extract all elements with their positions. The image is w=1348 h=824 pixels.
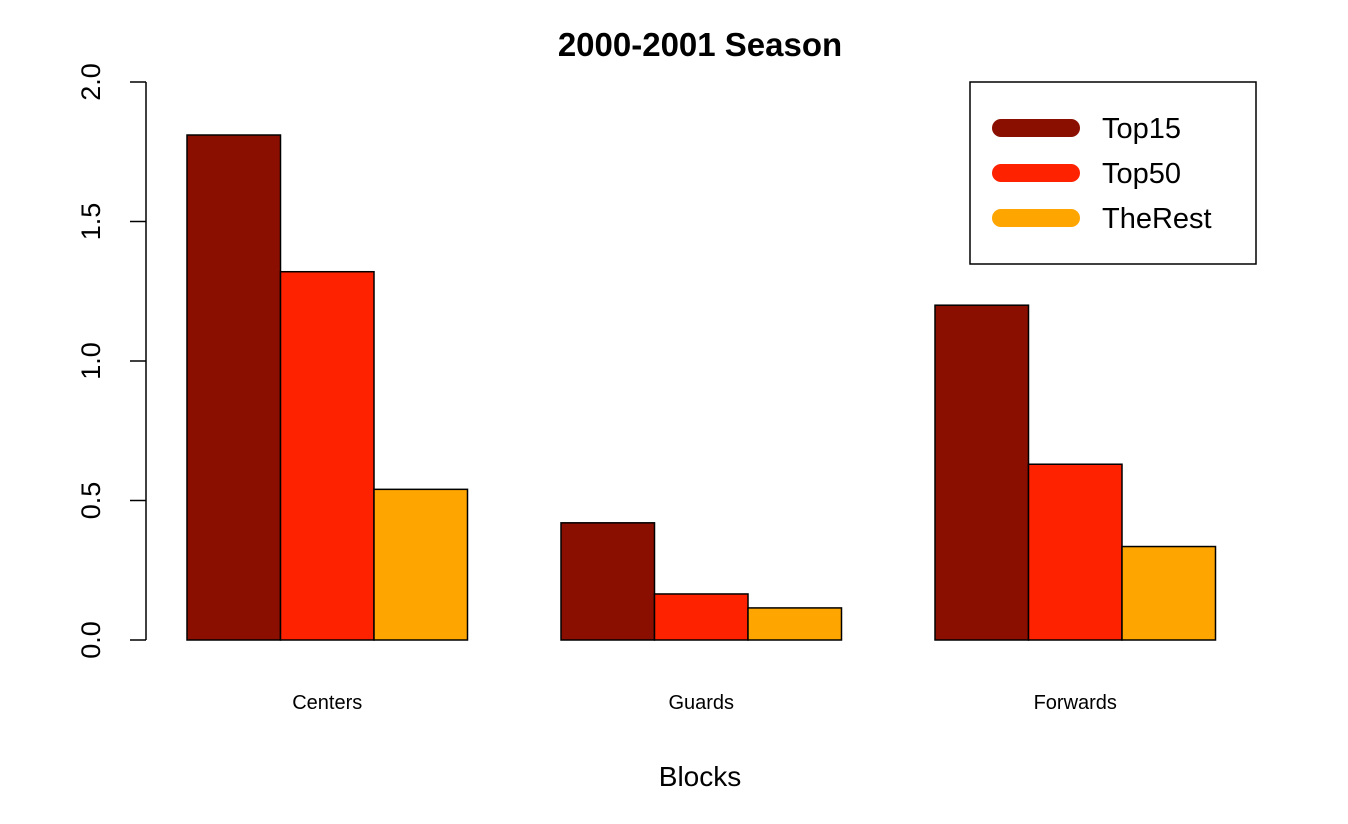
legend: Top15 Top50 TheRest [969,81,1257,265]
legend-label: Top50 [1102,158,1181,190]
bar-centers-therest [373,488,469,641]
y-tick-label: 2.0 [76,63,106,101]
y-tick-label: 1.5 [76,203,106,241]
y-tick-label: 0.5 [76,482,106,520]
bar-guards-top50 [653,593,749,641]
bar-guards-therest [747,607,843,641]
bar-centers-top50 [279,270,375,641]
y-tick-label: 0.0 [76,621,106,659]
x-axis-title: Blocks [659,761,741,792]
legend-label: TheRest [1102,203,1212,235]
category-labels: Centers Guards Forwards [292,692,1117,714]
bar-centers-top15 [186,134,282,641]
bar-forwards-top15 [934,304,1030,641]
category-label: Guards [668,692,734,714]
legend-label: Top15 [1102,113,1181,145]
y-axis-ticks: 0.0 0.5 1.0 1.5 2.0 [76,63,146,659]
bars-group [186,134,1217,641]
y-tick-label: 1.0 [76,342,106,380]
category-label: Forwards [1034,692,1117,714]
chart-title: 2000-2001 Season [558,26,842,63]
bar-guards-top15 [560,522,656,641]
bar-forwards-top50 [1027,463,1123,641]
bar-forwards-therest [1121,545,1217,641]
category-label: Centers [292,692,362,714]
